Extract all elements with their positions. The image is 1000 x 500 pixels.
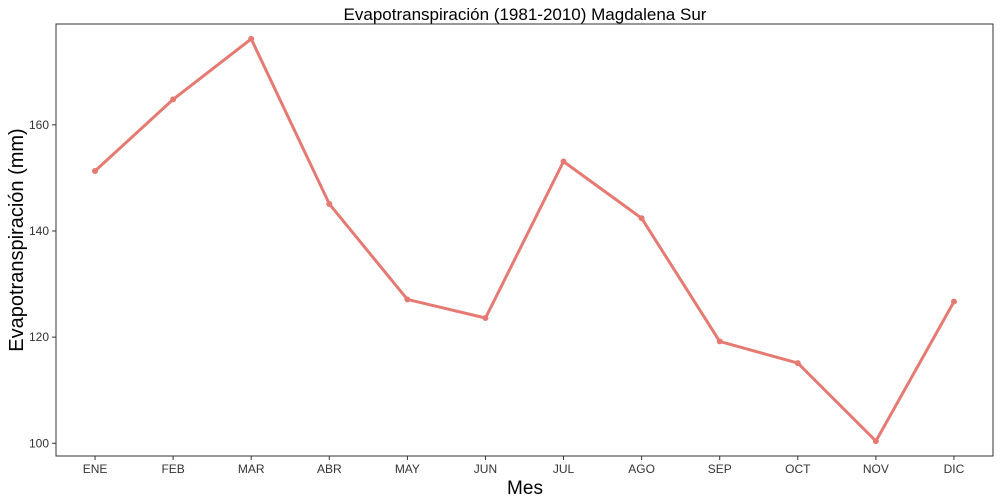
x-axis-title: Mes (507, 478, 543, 499)
series-layer (92, 35, 957, 445)
plot-panel (55, 23, 994, 457)
data-point (950, 298, 957, 305)
x-tick-label: MAY (395, 462, 420, 476)
y-axis-title: Evapotranspiración (mm) (6, 128, 28, 351)
data-point (638, 215, 645, 222)
series-line (93, 37, 956, 443)
x-axis: ENE FEB MAR ABR MAY JUN JUL AGO SEP OCT NOV DIC (83, 456, 965, 476)
y-tick-label: 160 (29, 118, 49, 132)
data-point (170, 96, 177, 103)
x-tick-label: NOV (863, 462, 889, 476)
x-tick-label: MAR (238, 462, 265, 476)
data-point (482, 315, 489, 322)
x-tick-label: FEB (161, 462, 184, 476)
data-point (92, 168, 99, 175)
y-tick-label: 140 (29, 224, 49, 238)
x-tick-label: OCT (785, 462, 811, 476)
x-tick-label: JUL (553, 462, 575, 476)
y-tick-label: 100 (29, 436, 49, 450)
y-axis: 100 120 140 160 (29, 118, 56, 450)
chart-title: Evapotranspiración (1981-2010) Magdalena… (344, 5, 707, 24)
data-point (326, 200, 333, 207)
data-point (560, 158, 567, 165)
x-tick-label: ENE (83, 462, 108, 476)
data-point (248, 35, 255, 42)
y-tick-label: 120 (29, 330, 49, 344)
data-point (794, 360, 801, 367)
x-tick-label: JUN (474, 462, 497, 476)
x-tick-label: ABR (317, 462, 342, 476)
data-point (716, 338, 723, 345)
x-tick-label: DIC (944, 462, 965, 476)
x-tick-label: AGO (628, 462, 655, 476)
data-point (872, 438, 879, 445)
x-tick-label: SEP (708, 462, 732, 476)
data-point (404, 296, 411, 303)
